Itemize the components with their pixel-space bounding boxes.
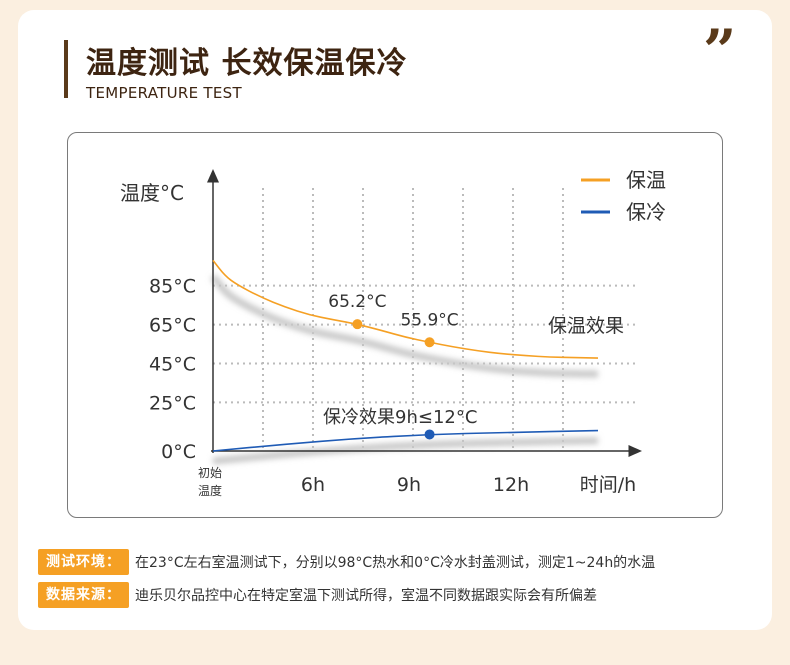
y-tick-label: 45°C xyxy=(149,353,196,375)
quote-mark-icon: ” xyxy=(703,17,737,85)
info-text-environment: 在23°C左右室温测试下，分别以98°C热水和0°C冷水封盖测试，测定1~24h… xyxy=(135,555,656,571)
data-point-marker xyxy=(352,319,363,330)
x-tick-label: 6h xyxy=(301,474,325,496)
info-row-environment: 测试环境： 在23°C左右室温测试下，分别以98°C热水和0°C冷水封盖测试，测… xyxy=(38,549,655,575)
y-tick-label: 0°C xyxy=(161,441,196,463)
title-accent-bar xyxy=(64,40,68,98)
data-point-marker xyxy=(424,429,435,440)
legend-label-warm: 保温 xyxy=(626,168,666,192)
axes xyxy=(207,169,642,457)
x-tick-label: 9h xyxy=(397,474,421,496)
legend-label-cold: 保冷 xyxy=(626,200,666,224)
x-tick-label: 12h xyxy=(493,474,529,496)
grid-lines xyxy=(213,188,638,451)
series-lines xyxy=(212,259,599,452)
info-tag-source: 数据来源： xyxy=(38,582,129,608)
info-tag-environment: 测试环境： xyxy=(38,549,129,575)
y-axis-label: 温度°C xyxy=(120,181,184,205)
series-line-warm xyxy=(212,259,599,359)
page-title: 温度测试 长效保温保冷 xyxy=(86,46,408,81)
y-tick-label: 25°C xyxy=(149,392,196,414)
info-row-source: 数据来源： 迪乐贝尔品控中心在特定室温下测试所得，室温不同数据跟实际会有所偏差 xyxy=(38,582,597,608)
data-point-label: 55.9°C xyxy=(400,310,458,330)
temperature-chart: 65.2°C 55.9°C 0°C 25°C 45°C 65°C 85°C 温度°C 6h 9h 1… xyxy=(67,132,723,518)
annotation-cold-effect: 保冷效果9h≤12°C xyxy=(323,407,477,428)
x-origin-label: 温度 xyxy=(198,483,222,498)
data-point-label: 65.2°C xyxy=(328,292,386,312)
curve-shadows xyxy=(210,274,599,465)
data-markers xyxy=(352,319,435,440)
y-tick-label: 65°C xyxy=(149,315,196,337)
chart-labels: 65.2°C 55.9°C 0°C 25°C 45°C 65°C 85°C 温度°C 6h 9h 1… xyxy=(120,168,666,498)
y-tick-label: 85°C xyxy=(149,276,196,298)
info-text-source: 迪乐贝尔品控中心在特定室温下测试所得，室温不同数据跟实际会有所偏差 xyxy=(135,588,597,604)
annotation-warm-effect: 保温效果 xyxy=(548,315,624,337)
data-point-marker xyxy=(424,337,435,348)
chart-svg: 65.2°C 55.9°C 0°C 25°C 45°C 65°C 85°C 温度°C 6h 9h 1… xyxy=(120,168,666,498)
page-subtitle: TEMPERATURE TEST xyxy=(86,84,242,102)
series-line-cold xyxy=(212,429,599,452)
x-axis-label: 时间/h xyxy=(580,474,636,496)
series-shadow-cold xyxy=(212,437,599,465)
series-shadow-warm xyxy=(210,274,599,378)
x-origin-label: 初始 xyxy=(198,466,222,480)
